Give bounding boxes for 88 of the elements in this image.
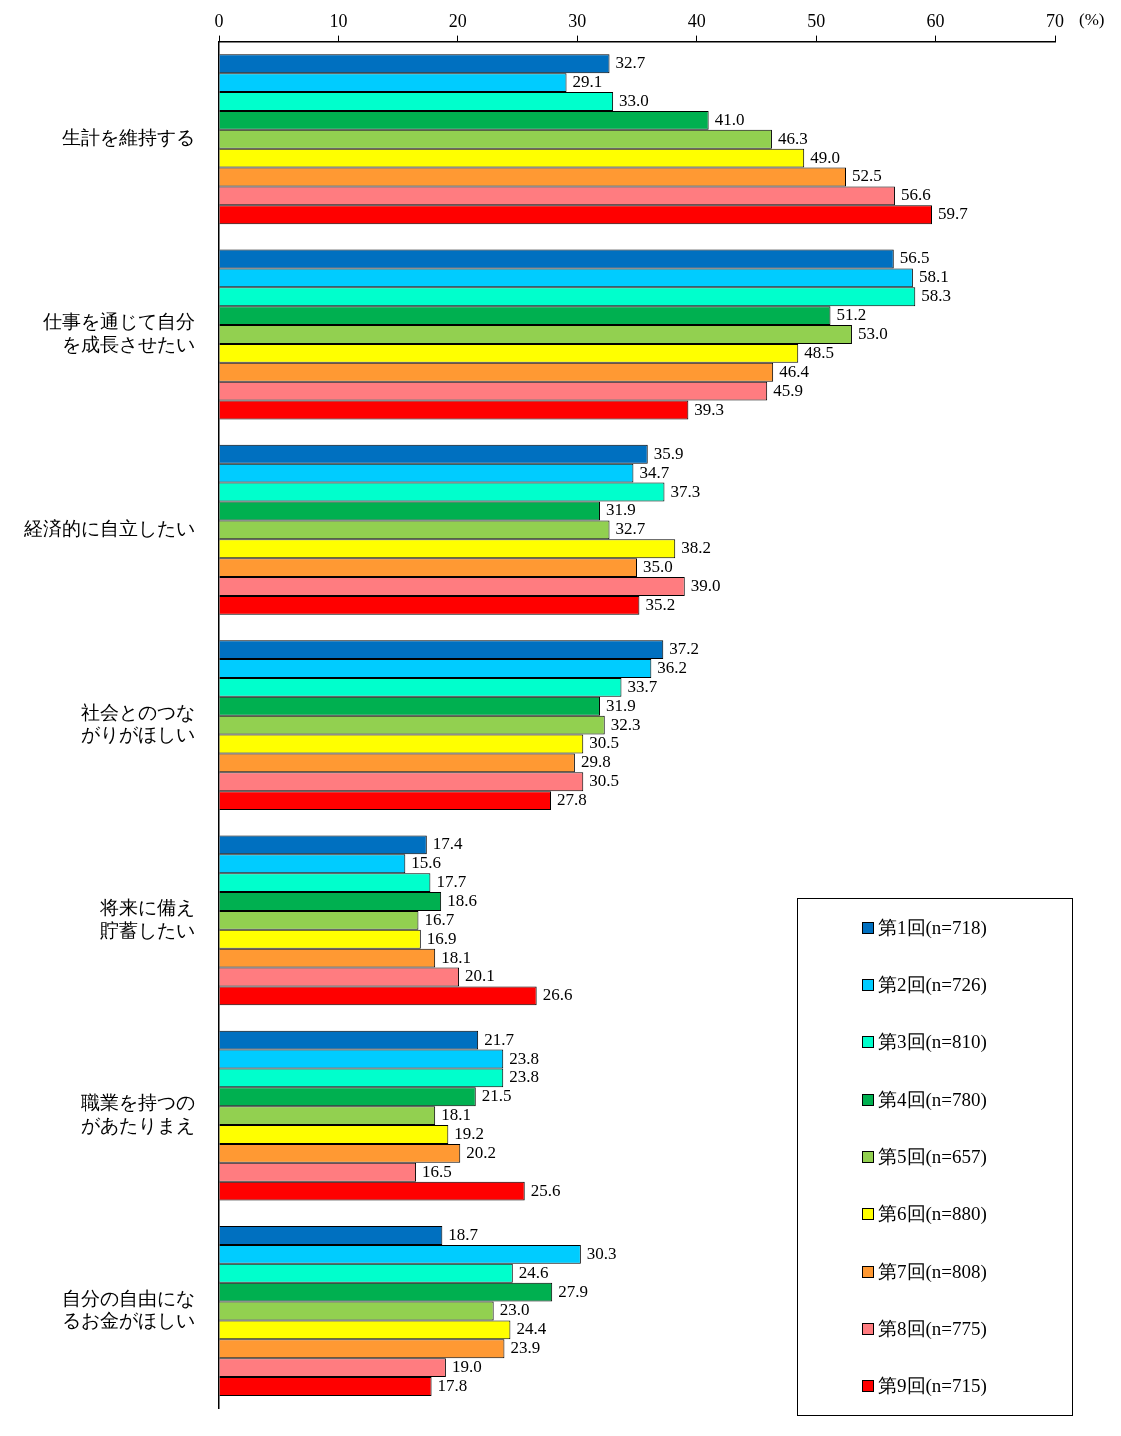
x-tick-label: 50	[807, 10, 826, 31]
data-label: 20.1	[465, 966, 495, 986]
data-label: 32.7	[615, 519, 646, 539]
x-tick-label: 20	[448, 10, 467, 31]
data-label: 45.9	[773, 380, 803, 400]
data-label: 41.0	[714, 109, 745, 129]
data-label: 58.1	[918, 267, 949, 287]
data-label: 30.5	[589, 733, 620, 753]
legend-label: 第1回(n=718)	[878, 915, 987, 940]
data-label: 18.1	[441, 947, 471, 967]
data-label: 53.0	[857, 324, 888, 343]
data-label: 30.3	[586, 1243, 617, 1263]
legend-label: 第4回(n=780)	[878, 1087, 987, 1112]
data-label: 32.7	[615, 53, 646, 73]
data-label: 51.2	[836, 305, 867, 325]
data-label: 56.5	[899, 248, 930, 268]
data-label: 30.5	[589, 771, 620, 791]
y-tick-label: 仕事を通じて自分を成長させたい	[42, 311, 195, 355]
data-label: 17.8	[437, 1375, 468, 1395]
data-label: 37.2	[669, 639, 700, 659]
x-tick-label: 0	[214, 10, 224, 31]
data-label: 18.6	[447, 890, 477, 910]
data-label: 16.7	[424, 909, 455, 929]
data-label: 20.2	[466, 1142, 496, 1162]
data-label: 29.8	[580, 752, 611, 772]
x-tick-label: 70	[1046, 10, 1064, 31]
data-label: 39.3	[694, 399, 725, 419]
data-label: 36.2	[657, 657, 688, 677]
data-label: 26.6	[542, 985, 573, 1005]
legend-label: 第9回(n=715)	[878, 1374, 987, 1399]
data-label: 24.4	[516, 1319, 547, 1339]
y-tick-label: 将来に備え貯蓄したい	[99, 896, 195, 941]
data-label: 46.3	[777, 128, 808, 148]
y-tick-label: 社会とのつながりがほしい	[81, 701, 195, 746]
data-label: 21.5	[481, 1086, 512, 1106]
data-label: 59.7	[937, 204, 969, 224]
data-label: 46.4	[779, 361, 810, 381]
data-label: 35.0	[643, 557, 673, 577]
data-label: 23.9	[510, 1338, 541, 1358]
data-label: 31.9	[605, 500, 636, 520]
data-label: 19.2	[454, 1124, 485, 1144]
data-label: 31.9	[605, 695, 636, 715]
data-label: 52.5	[852, 166, 882, 186]
data-label: 35.9	[653, 443, 684, 463]
data-label: 27.8	[557, 790, 587, 810]
data-label: 33.7	[627, 676, 658, 696]
x-tick-label: 10	[329, 10, 348, 31]
legend-label: 第8回(n=775)	[878, 1316, 987, 1341]
data-label: 27.9	[558, 1281, 588, 1301]
y-tick-label: 生計を維持する	[62, 127, 195, 149]
data-label: 56.6	[900, 185, 931, 205]
data-label: 34.7	[639, 462, 670, 482]
data-label: 24.6	[518, 1262, 549, 1282]
y-tick-label: 経済的に自立したい	[23, 517, 195, 539]
data-label: 21.7	[484, 1029, 515, 1049]
data-label: 16.9	[426, 928, 457, 948]
data-label: 17.4	[432, 834, 464, 854]
data-label: 23.8	[509, 1048, 539, 1068]
x-tick-label: 30	[568, 10, 587, 31]
data-label: 19.0	[451, 1357, 482, 1377]
data-label: 18.1	[441, 1105, 471, 1125]
data-label: 49.0	[810, 147, 840, 167]
legend-label: 第7回(n=808)	[878, 1259, 987, 1284]
x-tick-label: 60	[926, 10, 945, 31]
data-label: 38.2	[681, 538, 711, 558]
y-tick-label: 自分の自由になるお金がほしい	[62, 1287, 195, 1332]
data-label: 48.5	[804, 342, 834, 362]
data-label: 23.8	[509, 1067, 539, 1087]
data-label: 32.3	[610, 714, 641, 734]
data-label: 35.2	[645, 594, 676, 614]
data-label: 16.5	[422, 1161, 452, 1181]
legend-label: 第2回(n=726)	[878, 973, 987, 997]
data-label: 58.3	[921, 286, 952, 306]
data-label: 33.0	[619, 90, 649, 110]
legend-label: 第6回(n=880)	[878, 1202, 987, 1227]
data-label: 37.3	[670, 481, 701, 501]
legend-label: 第3回(n=810)	[878, 1030, 987, 1055]
data-label: 23.0	[499, 1300, 530, 1320]
data-label: 17.7	[436, 872, 467, 892]
data-label: 29.1	[572, 72, 603, 92]
data-label: 18.7	[448, 1224, 479, 1244]
data-label: 39.0	[690, 575, 721, 595]
x-axis-title: (%)	[1079, 10, 1105, 30]
y-tick-label: 職業を持つのがあたりまえ	[81, 1092, 195, 1137]
data-label: 15.6	[411, 853, 442, 873]
legend-label: 第5回(n=657)	[878, 1144, 987, 1169]
data-label: 25.6	[530, 1180, 561, 1200]
x-tick-label: 40	[687, 10, 706, 31]
